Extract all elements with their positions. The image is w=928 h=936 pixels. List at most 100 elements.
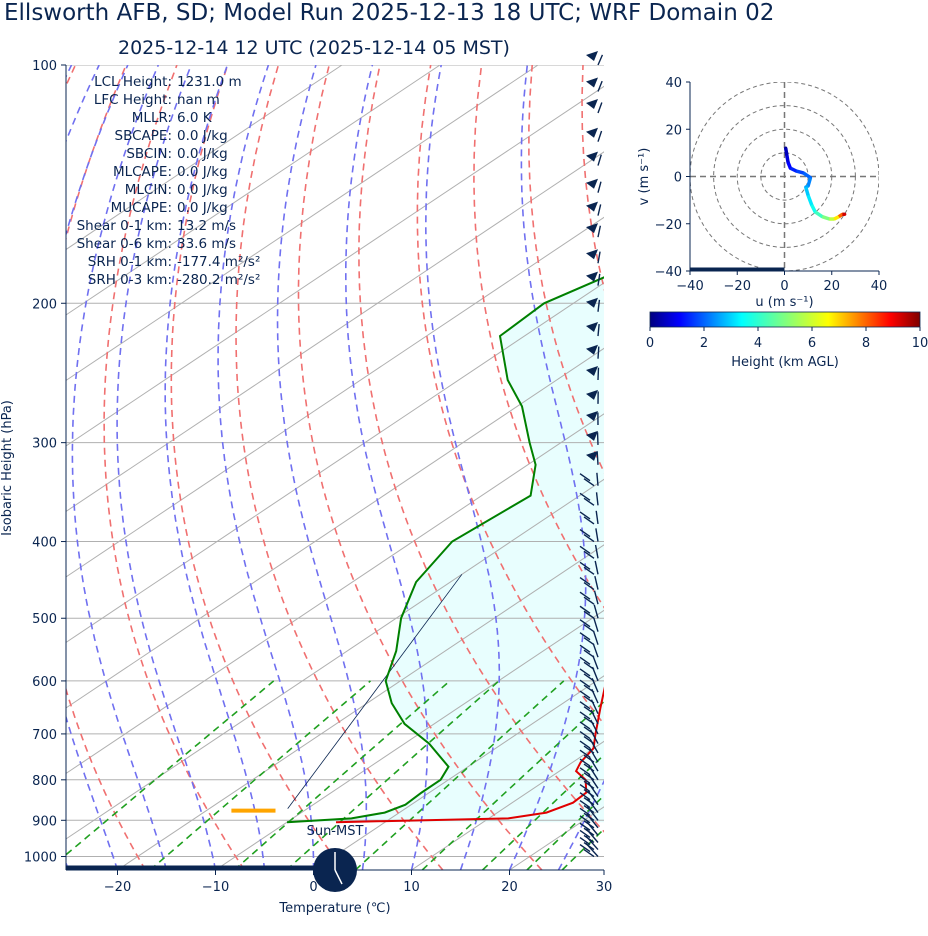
isotherm-line xyxy=(66,65,343,251)
dry-adiabat-line xyxy=(634,65,928,870)
wind-barb-flag xyxy=(586,249,598,260)
wind-barb xyxy=(579,604,599,619)
y-tick-label: 400 xyxy=(32,536,57,551)
hodo-x-tick-label: 20 xyxy=(823,279,840,294)
hodograph-plot-area xyxy=(690,82,879,271)
wind-barb xyxy=(586,249,601,264)
wind-barb-feather xyxy=(583,533,595,543)
stat-label: LCL Height: xyxy=(94,74,172,90)
wind-barb-staff xyxy=(591,688,599,704)
stat-value: nan m xyxy=(177,92,220,108)
wind-barb-feather xyxy=(579,711,591,720)
wind-barb-staff xyxy=(592,630,599,645)
stat-label: SBCAPE: xyxy=(115,128,172,144)
wind-barb-flag xyxy=(586,201,598,212)
moist-adiabat-line xyxy=(66,65,129,870)
wind-barb-flag xyxy=(586,389,598,400)
moist-adiabat-line xyxy=(164,65,266,870)
wind-barb xyxy=(586,365,600,381)
hodo-x-label: u (m s⁻¹) xyxy=(755,295,813,310)
mixing-ratio-line xyxy=(149,680,372,870)
wind-barb-flag xyxy=(586,51,598,61)
wind-barb-staff xyxy=(586,806,599,821)
wind-barb-staff xyxy=(588,765,599,781)
wind-barb-feather xyxy=(579,619,591,628)
wind-barb-staff xyxy=(597,299,601,312)
wind-barb-staff xyxy=(592,643,599,658)
colorbar-tick-label: 10 xyxy=(912,336,928,351)
colorbar-tick-label: 4 xyxy=(754,336,762,351)
wind-barb xyxy=(579,472,599,487)
colorbar-tick-label: 2 xyxy=(700,336,708,351)
wind-barb-feather xyxy=(579,473,591,482)
wind-barb-staff xyxy=(597,204,602,216)
dry-adiabat-line xyxy=(170,65,345,870)
dry-adiabat-line xyxy=(837,65,928,870)
moist-adiabat-line xyxy=(276,65,368,870)
wind-barb xyxy=(579,617,599,633)
hodo-y-tick-label: −20 xyxy=(655,218,682,233)
wind-barb-feather xyxy=(579,843,591,853)
wind-barb xyxy=(579,773,599,789)
wind-barb xyxy=(586,344,600,359)
moist-adiabat-line xyxy=(706,65,928,870)
hodo-x-tick-label: 0 xyxy=(780,279,788,294)
wind-barb-feather xyxy=(579,492,591,501)
chart-title: Ellsworth AFB, SD; Model Run 2025-12-13 … xyxy=(4,0,775,26)
wind-barb-staff xyxy=(597,154,602,166)
wind-barb-flag xyxy=(586,223,598,234)
moist-adiabat-line xyxy=(755,65,928,870)
wind-barb xyxy=(586,297,601,312)
stat-label: Shear 0-6 km: xyxy=(77,236,172,252)
x-axis-label: Temperature (℃) xyxy=(278,901,390,916)
x-tick-label: 20 xyxy=(501,880,518,895)
wind-barb-staff xyxy=(590,719,599,735)
wind-barb-feather xyxy=(583,478,595,487)
wind-barb-feather xyxy=(579,784,591,793)
wind-barb-feather xyxy=(583,582,595,591)
wind-barb xyxy=(586,201,602,216)
colorbar-tick-label: 8 xyxy=(862,336,870,351)
isotherm-line xyxy=(66,85,604,447)
mixing-ratio-line xyxy=(233,680,451,870)
dry-adiabat-line xyxy=(735,65,928,870)
dry-adiabat-line xyxy=(416,65,604,726)
wind-barb-feather xyxy=(579,605,591,614)
moist-adiabat-line xyxy=(345,65,429,870)
wind-barb-feather xyxy=(579,749,591,758)
wind-barb-staff xyxy=(588,756,599,772)
wind-barb-feather xyxy=(579,758,591,767)
wind-barb-flag xyxy=(586,430,598,441)
wind-barb xyxy=(586,411,599,426)
colorbar-tick-label: 0 xyxy=(646,336,654,351)
colorbar-tick-label: 6 xyxy=(808,336,816,351)
wind-barb xyxy=(579,590,599,605)
wind-barb xyxy=(586,99,603,114)
isotherm-line xyxy=(706,65,928,870)
wind-barb xyxy=(586,51,604,66)
wind-barb-staff xyxy=(587,798,599,813)
y-tick-label: 900 xyxy=(32,814,57,829)
isotherm-line xyxy=(66,282,604,644)
colorbar-gradient xyxy=(649,311,921,328)
stat-value: 0.0 J/kg xyxy=(177,182,228,198)
x-tick-label: 30 xyxy=(596,880,613,895)
wind-barb-staff xyxy=(589,738,599,754)
wind-barb-staff xyxy=(593,617,599,632)
stat-value: 13.2 m/s xyxy=(177,218,236,234)
moist-adiabat-line xyxy=(116,65,217,870)
stat-label: SBCIN: xyxy=(126,146,172,162)
wind-barb-feather xyxy=(579,731,591,740)
wind-barb xyxy=(579,560,599,575)
sun-clock-hand xyxy=(334,869,343,885)
stat-label: MLLR: xyxy=(132,110,172,126)
hodograph-segment xyxy=(806,194,814,206)
wind-barb xyxy=(586,322,600,337)
wind-barb-staff xyxy=(597,54,604,66)
stat-value: 1231.0 m xyxy=(177,74,242,90)
wind-barb-staff xyxy=(591,678,599,693)
wind-barb-staff xyxy=(595,510,599,525)
wind-barb-staff xyxy=(593,604,599,619)
wind-barb xyxy=(579,630,599,646)
wind-barb-flag xyxy=(586,77,598,88)
